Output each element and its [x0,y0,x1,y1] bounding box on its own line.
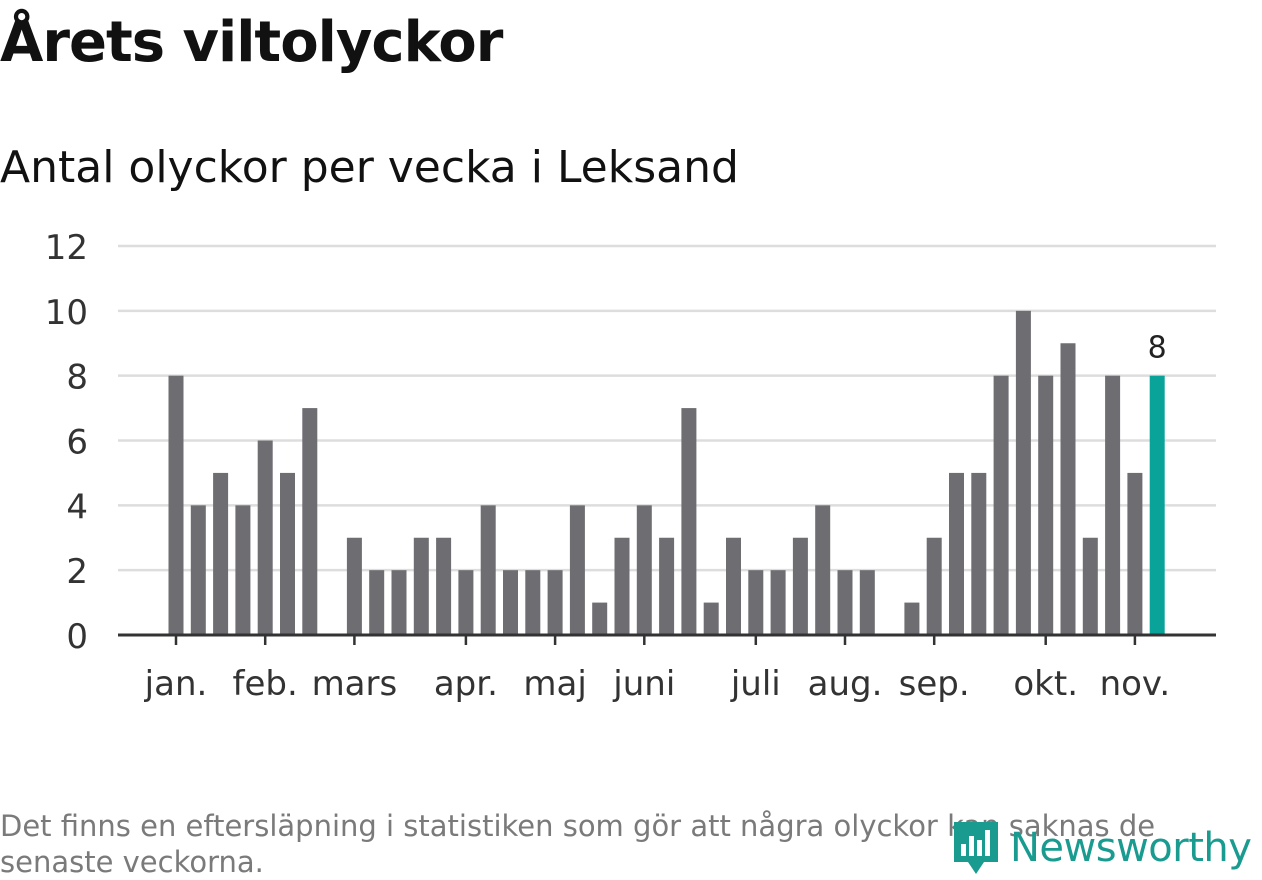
bar [235,505,251,635]
bar [971,472,987,635]
x-tick-label: feb. [233,664,298,704]
newsworthy-logo-icon [954,822,998,874]
x-tick-label: jan. [144,664,208,704]
x-tick-label: apr. [434,664,498,704]
y-tick-label: 4 [66,487,88,527]
bar [503,570,518,635]
y-tick-label: 2 [66,552,88,592]
bar [346,537,362,635]
x-tick-label: okt. [1013,664,1078,704]
bar [525,570,541,635]
bar [458,570,474,635]
bar [480,505,496,635]
bar [280,472,295,635]
bar [213,472,229,635]
x-axis-labels: jan. feb. mars apr. maj juni juli aug. sep. okt. n… [144,664,1171,704]
bar [1060,343,1076,635]
x-tick-label: sep. [899,664,970,704]
bar [1015,310,1031,635]
bar [859,570,875,635]
y-tick-label: 0 [66,617,88,657]
bar [190,505,206,635]
bar [168,375,184,635]
newsworthy-logo: Newsworthy [950,818,1252,878]
y-tick-label: 10 [45,293,88,333]
x-tick-label: mars [312,664,398,704]
y-tick-label: 12 [45,228,88,268]
bars [168,310,1165,635]
chart-subtitle: Antal olyckor per vecka i Leksand [0,142,739,193]
chart-title: Årets viltolyckor [0,10,503,75]
bar [1127,472,1143,635]
y-tick-label: 6 [66,423,88,463]
bar [926,537,942,635]
annotations: 8 [1148,331,1167,366]
x-tick-label: aug. [808,664,883,704]
bar [659,537,675,635]
bar [993,375,1009,635]
bar [1105,375,1121,635]
bar-latest-week [1149,375,1165,635]
bar [1082,537,1098,635]
bar [815,505,831,635]
bar [703,602,719,635]
bar [904,602,920,635]
x-tick-label: maj [523,664,586,704]
bar [1038,375,1054,635]
x-tick-label: juni [612,664,675,704]
bar [369,570,385,635]
x-axis [118,633,1216,645]
y-axis-labels: 0 2 4 6 8 10 12 [45,228,88,657]
bar [681,408,697,635]
bar-chart: 0 2 4 6 8 10 12 jan. feb. mars apr. maj juni juli aug… [45,228,1216,704]
bar [592,602,608,635]
bar [569,505,585,635]
bar [636,505,652,635]
bar [614,537,630,635]
bar [547,570,563,635]
y-tick-label: 8 [66,358,88,398]
bar [391,570,407,635]
x-tick-label: juli [730,664,781,704]
bar [748,570,764,635]
bar [770,570,786,635]
bar [837,570,853,635]
bar [413,537,429,635]
bar [949,472,964,635]
x-tick-label: nov. [1100,664,1171,704]
data-label-latest-week: 8 [1148,331,1167,366]
bar [726,537,741,635]
bar [436,537,452,635]
newsworthy-logo-text: Newsworthy [1010,825,1252,871]
bar [302,408,318,635]
bar [792,537,808,635]
bar [257,440,273,635]
